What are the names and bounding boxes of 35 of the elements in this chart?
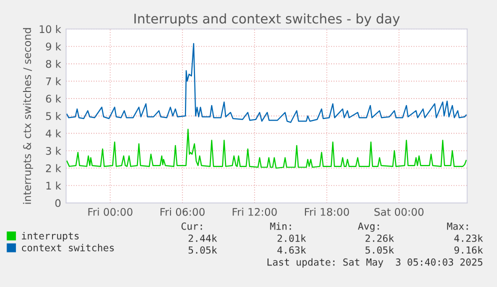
y-tick-label: 8 k (46, 60, 62, 68)
text: 4.23k (454, 234, 483, 242)
text: 2.26k (366, 234, 394, 242)
text: Min: (270, 222, 291, 230)
x-tick-label: Fri 12:00 (232, 208, 277, 216)
text: 9.16k (454, 246, 483, 254)
y-tick-label: 10 k (40, 25, 62, 34)
y-tick-label: 7 k (46, 77, 62, 86)
y-tick-label: 9 k (46, 42, 62, 50)
y-tick-label: 5 k (46, 112, 62, 120)
text: Last update: Sat May 3 05:40:03 2025 (268, 258, 482, 268)
text: 5.05k (188, 246, 218, 254)
line-series (66, 128, 467, 169)
text: 4.63k (277, 246, 306, 254)
text: 2.01k (278, 234, 306, 242)
x-tick-label: Sat 00:00 (374, 208, 424, 216)
line-series (66, 43, 467, 123)
y-tick-label: 4 k (46, 129, 62, 138)
y-tick-label: 1 k (46, 182, 62, 190)
x-tick-label: Fri 06:00 (160, 208, 205, 216)
text: 2.44k (188, 234, 218, 242)
text: Max: (447, 222, 468, 230)
y-axis-title: interrupts & ctx switches / second (23, 28, 34, 204)
text: Avg: (358, 222, 379, 232)
y-tick-label: 6 k (46, 94, 62, 103)
y-tick-label: 3 k (46, 146, 62, 155)
y-tick-label: 0 (55, 199, 61, 208)
text: 5.05k (366, 246, 394, 254)
text: Cur: (182, 222, 202, 230)
chart-title: Interrupts and context switches - by day (134, 13, 400, 26)
legend-label: interrupts (22, 232, 79, 242)
x-tick-label: Fri 18:00 (304, 208, 349, 216)
x-tick-label: Fri 00:00 (88, 208, 132, 216)
legend-label: context switches (22, 244, 114, 252)
y-tick-label: 2 k (46, 164, 62, 172)
